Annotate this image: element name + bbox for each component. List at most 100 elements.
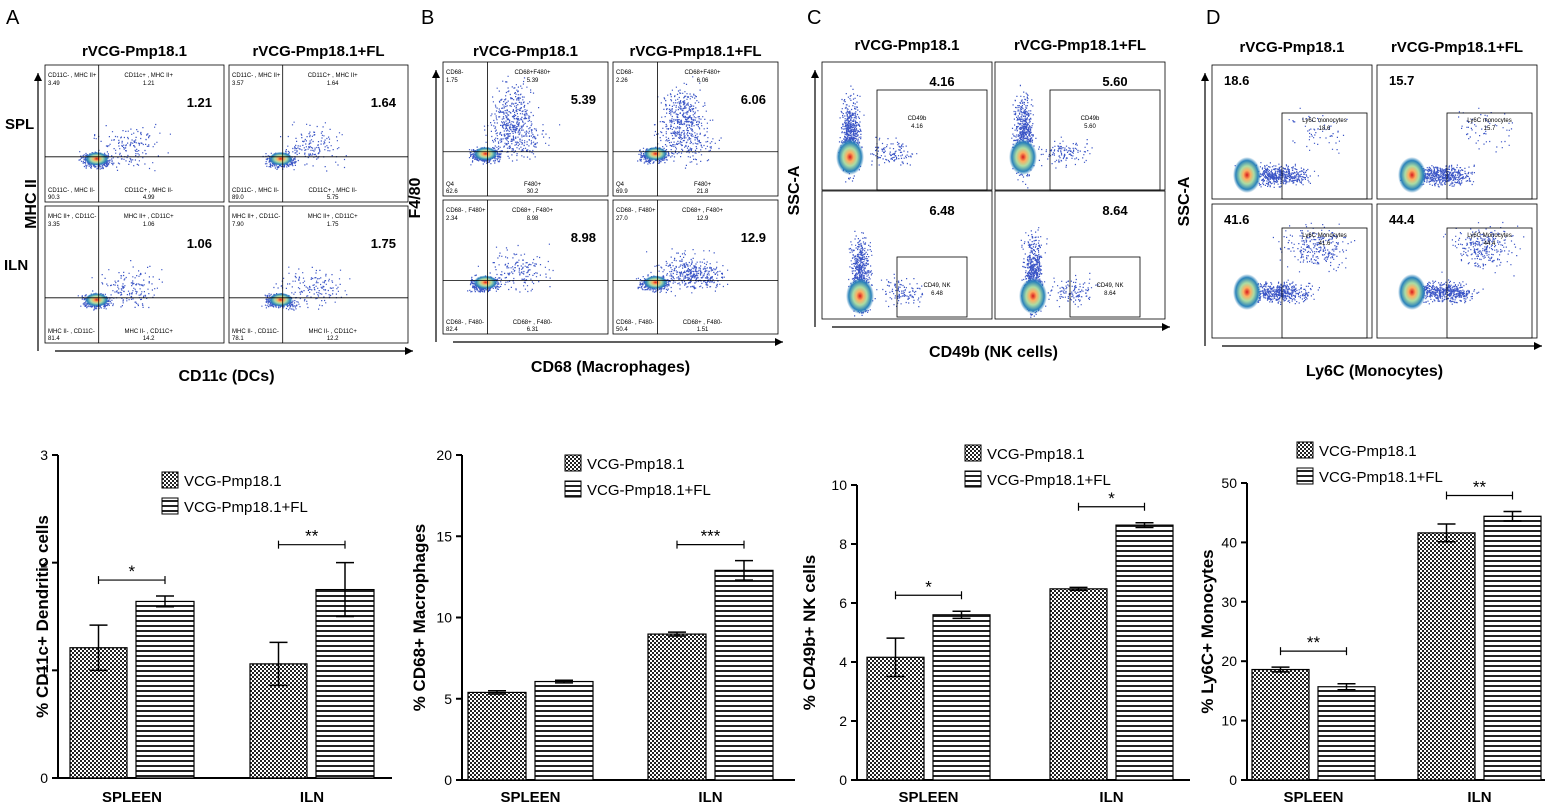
quadrant-value: 1.51	[697, 327, 709, 333]
scatter-dots	[665, 256, 729, 292]
significance-label: *	[128, 562, 135, 581]
gate-box	[1446, 227, 1533, 339]
row-label: ILN	[4, 257, 28, 274]
bar	[1417, 532, 1476, 781]
plot-frame	[44, 205, 225, 344]
quadrant-label: Q4	[446, 182, 455, 188]
bar	[1115, 524, 1174, 781]
scatter-dots	[1441, 221, 1525, 277]
quadrant-value: 8.98	[527, 216, 539, 222]
column-title: rVCG-Pmp18.1	[854, 37, 959, 54]
quadrant-value: 4.99	[143, 195, 155, 201]
gate-value: 41.6	[1319, 241, 1331, 247]
legend-swatch	[564, 454, 582, 472]
y-tick-label: 5	[444, 691, 452, 707]
plot-frame	[1376, 203, 1538, 339]
quadrant-label: CD68-	[446, 70, 463, 76]
quadrant-label: CD68+F480+	[515, 70, 552, 76]
gate-value: 5.60	[1084, 124, 1096, 130]
scatter-dots	[490, 75, 540, 153]
legend-label: VCG-Pmp18.1	[184, 473, 282, 490]
flow-plot: 41.6 Ly6C Monocytes 41.6	[1211, 203, 1373, 339]
x-axis-label: CD11c (DCs)	[178, 368, 274, 385]
flow-plot: 5.60 CD49b 5.60	[994, 61, 1166, 191]
legend-swatch	[1296, 441, 1314, 459]
category-label: SPLEEN	[500, 789, 560, 806]
flow-plot: 4.16 CD49b 4.16	[821, 61, 993, 191]
scatter-dots	[1234, 162, 1319, 188]
density-hotspot	[268, 151, 293, 166]
y-axis-label: F4/80	[407, 177, 424, 218]
category-label: ILN	[1099, 789, 1123, 806]
main-percentage: 5.60	[1102, 74, 1127, 89]
quadrant-label: F480+	[694, 182, 712, 188]
flow-plot: 15.7 Ly6C monocytes 15.7	[1376, 64, 1538, 200]
y-tick-label: 2	[839, 713, 847, 729]
flow-plot: MHC II+ , CD11C- 7.90 MHC II+ , CD11C+ 1.75…	[228, 205, 409, 344]
quadrant-value: 2.34	[446, 216, 458, 222]
quadrant-label: CD11C+ , MHC II-	[124, 188, 172, 194]
y-tick-label: 50	[1221, 475, 1237, 491]
gate-label: Ly6C Monocytes	[1302, 233, 1346, 239]
legend-swatch	[564, 480, 582, 498]
quadrant-label: CD68- , F480+	[616, 208, 656, 214]
category-label: SPLEEN	[1283, 789, 1343, 806]
gate-box	[1281, 112, 1368, 200]
column-title: rVCG-Pmp18.1	[1239, 39, 1344, 56]
gate-box	[1446, 112, 1533, 200]
legend-swatch	[964, 470, 982, 488]
quadrant-value: 12.2	[327, 336, 339, 342]
category-label: ILN	[1467, 789, 1491, 806]
density-hotspot	[473, 275, 498, 290]
quadrant-label: MHC II- , CD11C-	[232, 329, 279, 335]
y-tick-label: 4	[839, 654, 847, 670]
y-tick-label: 3	[40, 447, 48, 463]
y-axis-arrow-head	[432, 70, 440, 78]
y-axis-label: SSC-A	[1176, 176, 1193, 226]
quadrant-value: 69.9	[616, 189, 628, 195]
gate-value: 44.4	[1484, 241, 1496, 247]
y-tick-label: 40	[1221, 534, 1237, 550]
main-percentage: 44.4	[1389, 212, 1415, 227]
density-hotspot	[268, 292, 293, 307]
bar-chart-layer: 0 1 2 3 % CD11c+ Dendritic cells VCG-Pmp18.1 V…	[33, 441, 1545, 806]
gate-value: 15.7	[1484, 126, 1496, 132]
gate-label: CD49b	[908, 116, 927, 122]
main-percentage: 41.6	[1224, 212, 1249, 227]
main-percentage: 15.7	[1389, 73, 1414, 88]
main-percentage: 8.98	[571, 230, 596, 245]
density-hotspot	[1233, 157, 1261, 193]
panel-letter: A	[6, 7, 20, 29]
panel-letter: B	[421, 7, 434, 29]
category-label: ILN	[300, 789, 324, 806]
significance-label: *	[925, 577, 932, 596]
legend-label: VCG-Pmp18.1+FL	[587, 482, 711, 499]
main-percentage: 1.64	[371, 95, 397, 110]
quadrant-label: CD11C- , MHC II-	[232, 188, 279, 194]
quadrant-value: 78.1	[232, 336, 244, 342]
quadrant-value: 90.3	[48, 195, 60, 201]
y-tick-label: 2	[40, 555, 48, 571]
y-tick-label: 10	[1221, 713, 1237, 729]
x-axis-label: CD49b (NK cells)	[929, 344, 1058, 361]
gate-value: 18.6	[1319, 126, 1331, 132]
quadrant-value: 27.0	[616, 216, 628, 222]
legend-label: VCG-Pmp18.1	[987, 446, 1085, 463]
flow-plot: CD68- , F480+ 27.0 CD68+ , F480+ 12.9 CD68- …	[612, 199, 779, 335]
y-axis-label: % Ly6C+ Monocytes	[1198, 549, 1217, 713]
scatter-dots	[1458, 107, 1513, 153]
category-label: SPLEEN	[898, 789, 958, 806]
gate-box	[1281, 227, 1368, 339]
gate-label: CD49b	[1081, 116, 1100, 122]
column-title: rVCG-Pmp18.1+FL	[1014, 37, 1146, 54]
quadrant-label: CD68+F480+	[685, 70, 722, 76]
flow-plot: 6.48 CD49, NK 6.48	[821, 190, 993, 320]
plot-frame	[228, 64, 409, 203]
column-title: rVCG-Pmp18.1+FL	[629, 43, 761, 60]
quadrant-label: MHC II- , CD11C+	[124, 329, 173, 335]
